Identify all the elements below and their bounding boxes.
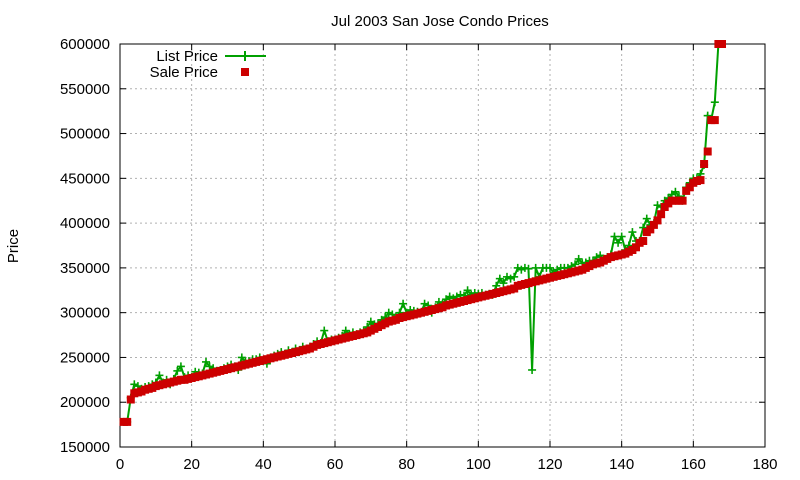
list-price-point xyxy=(513,263,522,272)
grid xyxy=(120,44,765,447)
list-price-point xyxy=(176,362,185,371)
legend-list-price-marker xyxy=(240,51,250,61)
list-price-point xyxy=(445,292,454,301)
list-price-point xyxy=(528,365,537,374)
x-tick-label: 140 xyxy=(609,456,634,473)
list-price-point xyxy=(610,232,619,241)
sale-price-point xyxy=(632,243,640,252)
sale-price-point xyxy=(657,210,666,219)
list-price-point xyxy=(384,308,393,317)
list-price-point xyxy=(614,238,623,247)
y-axis-label: Price xyxy=(5,229,22,263)
y-tick-label: 450000 xyxy=(60,170,110,187)
list-price-point xyxy=(653,201,662,210)
sale-price-point xyxy=(700,160,709,168)
list-price-point xyxy=(574,254,583,263)
list-price-point xyxy=(671,187,680,196)
list-price-point xyxy=(320,326,329,335)
x-tick-label: 120 xyxy=(537,456,562,473)
list-price-point xyxy=(399,299,408,308)
sale-price-point xyxy=(710,116,719,125)
list-price-point xyxy=(531,263,540,272)
list-price-point xyxy=(510,272,519,281)
sale-price-point xyxy=(639,237,648,245)
legend-sale-price-marker xyxy=(241,68,249,76)
list-price-point xyxy=(495,274,504,283)
y-tick-label: 150000 xyxy=(60,439,110,456)
x-tick-label: 180 xyxy=(752,456,777,473)
y-tick-label: 500000 xyxy=(60,126,110,143)
list-price-point xyxy=(499,279,508,288)
x-tick-label: 160 xyxy=(681,456,706,473)
list-price-point xyxy=(517,265,526,274)
x-tick-label: 80 xyxy=(398,456,415,473)
y-tick-label: 200000 xyxy=(60,394,110,411)
sale-price-point xyxy=(653,216,662,225)
list-price-point xyxy=(503,272,511,281)
list-price-point xyxy=(617,232,626,241)
y-tick-label: 250000 xyxy=(60,349,110,366)
list-price-point xyxy=(524,264,533,273)
sale-price-point xyxy=(126,395,135,404)
x-tick-label: 0 xyxy=(116,456,124,473)
x-tick-label: 40 xyxy=(255,456,272,473)
y-tick-label: 550000 xyxy=(60,81,110,98)
list-price-point xyxy=(463,286,472,295)
sale-price-point xyxy=(678,196,687,205)
x-tick-label: 100 xyxy=(466,456,491,473)
y-tick-label: 600000 xyxy=(60,36,110,53)
y-tick-label: 300000 xyxy=(60,305,110,322)
sale-price-point xyxy=(718,40,726,48)
y-tick-label: 400000 xyxy=(60,215,110,232)
sale-price-point xyxy=(646,225,655,234)
list-price-point xyxy=(130,380,139,389)
list-price-point xyxy=(520,263,529,272)
list-price-point xyxy=(173,366,182,375)
sale-price-point xyxy=(685,183,694,192)
y-tick-label: 350000 xyxy=(60,260,110,277)
list-price-point xyxy=(642,214,651,223)
list-price-point xyxy=(546,263,554,272)
list-price-point xyxy=(628,228,637,237)
sale-price-point xyxy=(696,176,705,185)
list-price-point xyxy=(155,371,164,380)
list-price-point xyxy=(420,299,429,308)
sale-price-point xyxy=(649,220,658,229)
legend-sale-price-label: Sale Price xyxy=(150,64,218,81)
chart-title: Jul 2003 San Jose Condo Prices xyxy=(331,13,549,30)
x-tick-label: 60 xyxy=(327,456,344,473)
sale-price-point xyxy=(123,417,132,426)
x-tick-label: 20 xyxy=(183,456,200,473)
list-price-point xyxy=(710,98,719,107)
sale-price-series xyxy=(119,40,726,426)
legend: List Price Sale Price xyxy=(150,48,266,81)
list-price-point xyxy=(202,357,210,366)
list-price-point xyxy=(237,353,246,362)
legend-list-price-label: List Price xyxy=(156,48,218,65)
plot-frame xyxy=(119,43,766,448)
list-price-point xyxy=(506,274,515,283)
sale-price-point xyxy=(703,147,712,156)
axis-ticks: 150000 200000 250000 300000 350000 400000 4500… xyxy=(60,36,778,473)
